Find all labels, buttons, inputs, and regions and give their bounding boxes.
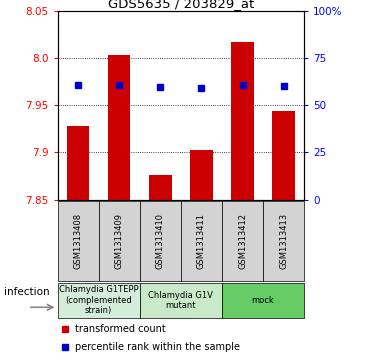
Bar — [140, 283, 222, 318]
Bar — [58, 201, 99, 281]
Text: GSM1313412: GSM1313412 — [238, 213, 247, 269]
Text: infection: infection — [4, 287, 49, 297]
Text: GSM1313409: GSM1313409 — [115, 213, 124, 269]
Bar — [222, 201, 263, 281]
Bar — [58, 283, 140, 318]
Bar — [181, 201, 222, 281]
Text: GSM1313410: GSM1313410 — [156, 213, 165, 269]
Text: Chlamydia G1V
mutant: Chlamydia G1V mutant — [148, 291, 213, 310]
Text: percentile rank within the sample: percentile rank within the sample — [75, 342, 240, 352]
Text: GSM1313413: GSM1313413 — [279, 213, 288, 269]
Bar — [272, 111, 295, 200]
Bar — [67, 126, 89, 200]
Title: GDS5635 / 203829_at: GDS5635 / 203829_at — [108, 0, 254, 10]
Bar — [231, 42, 254, 200]
Text: Chlamydia G1TEPP
(complemented
strain): Chlamydia G1TEPP (complemented strain) — [59, 285, 138, 315]
Bar — [149, 175, 172, 200]
Bar — [99, 201, 140, 281]
Bar — [190, 150, 213, 200]
Text: GSM1313411: GSM1313411 — [197, 213, 206, 269]
Text: mock: mock — [252, 296, 275, 305]
Bar — [140, 201, 181, 281]
Text: GSM1313408: GSM1313408 — [73, 213, 83, 269]
Bar — [222, 283, 304, 318]
Text: transformed count: transformed count — [75, 323, 165, 334]
Bar — [108, 55, 131, 200]
Bar — [263, 201, 304, 281]
